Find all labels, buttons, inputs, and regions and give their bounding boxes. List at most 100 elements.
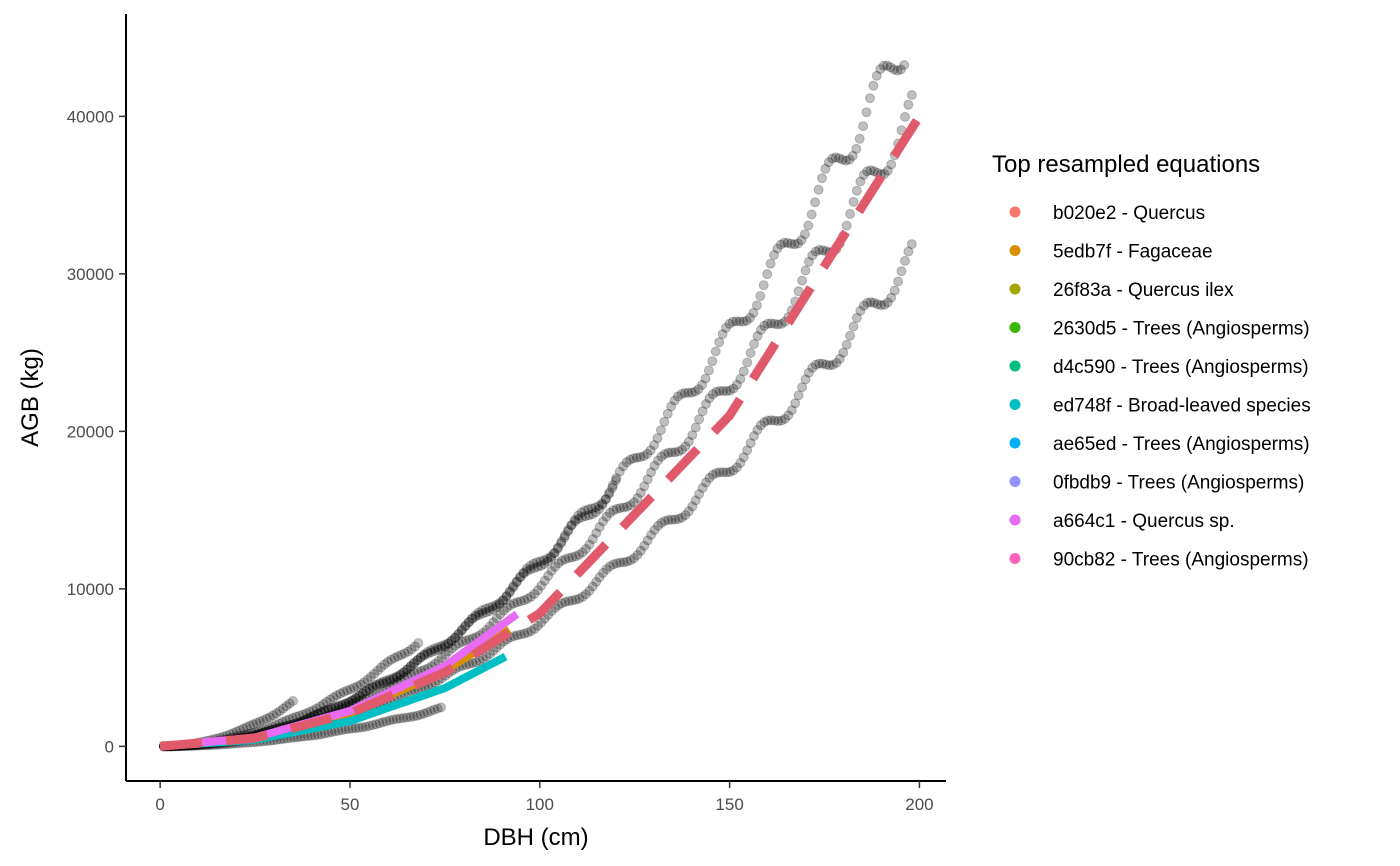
data-point <box>494 599 505 610</box>
data-point <box>550 561 561 572</box>
legend-entry: 2630d5 - Trees (Angiosperms) <box>1009 319 1310 340</box>
data-point <box>779 413 790 424</box>
data-point <box>885 62 896 73</box>
data-point <box>402 664 412 675</box>
data-point <box>439 639 450 650</box>
data-point <box>238 723 249 734</box>
data-point <box>344 697 354 708</box>
data-point <box>393 651 403 662</box>
data-point <box>456 625 467 636</box>
data-point <box>532 585 543 596</box>
data-point <box>601 494 612 504</box>
data-point <box>742 357 753 368</box>
legend-label: 90cb82 - Trees (Angiosperms) <box>1053 550 1309 571</box>
data-point <box>440 649 451 660</box>
data-point <box>515 572 526 582</box>
data-point <box>474 609 485 620</box>
data-point <box>395 669 406 680</box>
data-point <box>618 461 629 472</box>
data-point <box>903 99 914 110</box>
data-point <box>625 555 636 566</box>
x-tick-label: 200 <box>905 795 933 814</box>
data-point <box>301 708 312 719</box>
data-point <box>379 659 390 670</box>
data-point <box>851 185 862 196</box>
data-point <box>749 431 759 441</box>
data-point <box>508 582 518 593</box>
data-point <box>803 256 814 267</box>
data-point <box>838 347 849 358</box>
data-point <box>338 687 349 697</box>
data-point <box>359 677 370 688</box>
data-point <box>487 601 498 612</box>
legend-swatch <box>1009 476 1021 487</box>
data-point <box>553 542 564 553</box>
data-point <box>361 686 372 697</box>
data-point <box>515 629 526 640</box>
y-tick-label: 20000 <box>67 422 114 441</box>
data-point <box>673 391 683 402</box>
data-point <box>436 643 447 654</box>
data-point <box>460 635 471 646</box>
data-point <box>820 163 831 174</box>
data-point <box>594 522 605 533</box>
data-point <box>601 564 612 575</box>
data-point <box>862 297 873 308</box>
legend-entry: b020e2 - Quercus <box>1009 203 1205 224</box>
legend-label: b020e2 - Quercus <box>1053 203 1205 224</box>
data-point <box>745 312 755 323</box>
data-point <box>348 682 359 693</box>
data-point <box>734 316 745 327</box>
data-point <box>580 511 591 522</box>
data-point <box>653 520 663 531</box>
data-point <box>759 320 770 331</box>
data-point <box>639 540 650 551</box>
data-point <box>518 567 529 578</box>
data-point <box>556 555 567 566</box>
data-point <box>274 706 285 717</box>
data-point <box>865 297 876 308</box>
data-point <box>328 692 339 703</box>
data-point <box>601 511 612 522</box>
data-point <box>405 712 416 722</box>
data-point <box>514 572 525 583</box>
data-point <box>546 552 557 563</box>
data-point <box>813 184 824 195</box>
data-point <box>268 710 279 721</box>
data-point <box>718 386 729 396</box>
legend-label: ae65ed - Trees (Angiosperms) <box>1053 434 1310 455</box>
data-point <box>697 379 707 390</box>
data-point <box>847 150 858 161</box>
data-point <box>841 220 852 231</box>
data-point <box>690 495 701 506</box>
data-point <box>834 153 845 164</box>
data-point <box>245 720 255 731</box>
data-point <box>591 528 602 539</box>
data-point <box>758 280 769 291</box>
data-point <box>677 444 687 455</box>
data-point <box>607 482 618 493</box>
data-point <box>315 701 325 712</box>
data-point <box>384 715 395 726</box>
data-point <box>711 386 722 397</box>
data-point <box>707 356 718 367</box>
data-point <box>896 266 907 277</box>
data-point <box>878 60 889 71</box>
data-point <box>834 353 845 364</box>
data-point <box>460 621 471 632</box>
legend-label: ed748f - Broad-leaved species <box>1053 396 1311 417</box>
data-point <box>508 580 519 591</box>
data-point <box>721 322 731 333</box>
data-point <box>782 237 793 248</box>
data-point <box>614 466 625 477</box>
legend-entry: ed748f - Broad-leaved species <box>1009 396 1311 417</box>
data-point <box>796 235 807 246</box>
data-point <box>415 652 426 663</box>
data-point <box>440 641 450 652</box>
data-point <box>419 649 430 660</box>
data-point <box>807 250 818 261</box>
data-point <box>810 246 821 257</box>
data-point <box>666 514 677 525</box>
data-point <box>401 712 412 723</box>
data-point <box>903 246 914 257</box>
